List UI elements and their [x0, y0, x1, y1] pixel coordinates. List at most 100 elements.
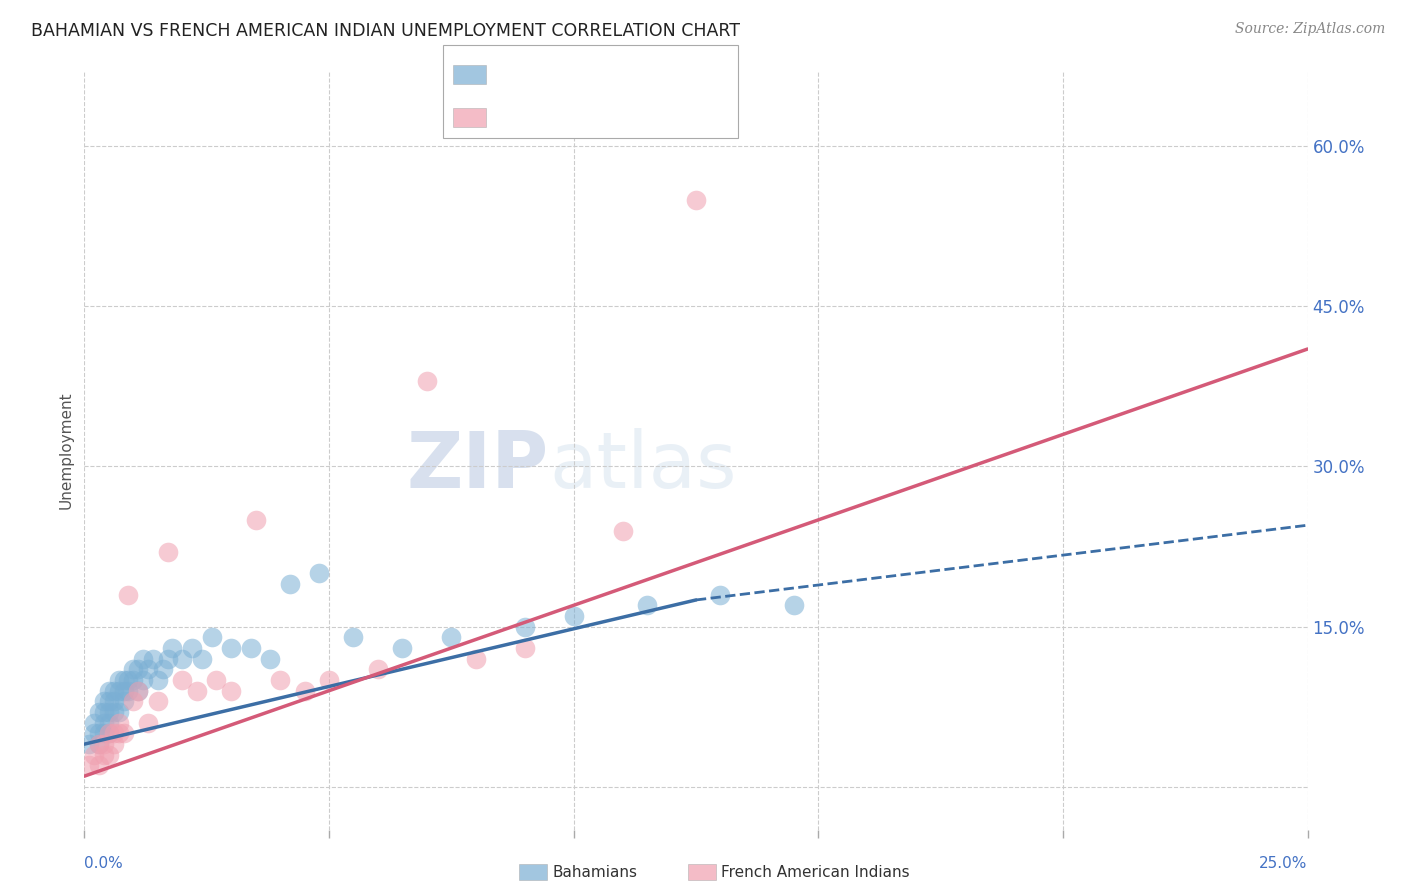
Point: [93, 715, 115, 730]
Point: [112, 694, 135, 708]
Point: [219, 683, 242, 698]
Point: [391, 640, 413, 655]
Point: [93, 737, 115, 751]
Point: [156, 651, 179, 665]
Point: [127, 683, 149, 698]
Text: Source: ZipAtlas.com: Source: ZipAtlas.com: [1234, 22, 1385, 37]
Point: [259, 651, 281, 665]
Point: [156, 545, 179, 559]
Point: [93, 726, 115, 740]
Point: [416, 374, 439, 388]
Text: French American Indians: French American Indians: [721, 865, 910, 880]
Point: [97, 747, 120, 762]
Text: atlas: atlas: [550, 427, 737, 504]
Point: [97, 694, 120, 708]
Point: [685, 193, 707, 207]
Point: [107, 715, 129, 730]
Point: [205, 673, 228, 687]
Point: [83, 747, 105, 762]
Point: [77, 737, 100, 751]
Point: [783, 599, 806, 613]
Point: [97, 683, 120, 698]
Point: [117, 683, 139, 698]
Point: [77, 758, 100, 772]
Point: [93, 705, 115, 719]
Point: [172, 673, 194, 687]
Point: [146, 673, 169, 687]
Point: [103, 683, 125, 698]
Point: [162, 640, 184, 655]
Point: [103, 705, 125, 719]
Point: [103, 726, 125, 740]
Point: [562, 609, 585, 624]
Point: [112, 726, 135, 740]
Point: [117, 673, 139, 687]
Point: [87, 726, 110, 740]
Point: [83, 715, 105, 730]
Text: N = 33: N = 33: [603, 109, 665, 127]
Point: [117, 588, 139, 602]
Point: [127, 683, 149, 698]
Point: [87, 737, 110, 751]
Point: [318, 673, 340, 687]
Text: N = 55: N = 55: [603, 66, 665, 84]
Point: [112, 683, 135, 698]
Point: [122, 694, 145, 708]
Point: [122, 662, 145, 676]
Point: [191, 651, 214, 665]
Text: 25.0%: 25.0%: [1260, 856, 1308, 871]
Text: BAHAMIAN VS FRENCH AMERICAN INDIAN UNEMPLOYMENT CORRELATION CHART: BAHAMIAN VS FRENCH AMERICAN INDIAN UNEMP…: [31, 22, 740, 40]
Point: [87, 758, 110, 772]
Point: [294, 683, 316, 698]
Point: [97, 705, 120, 719]
Point: [146, 694, 169, 708]
Point: [464, 651, 486, 665]
Point: [136, 715, 159, 730]
Point: [342, 631, 364, 645]
Point: [709, 588, 731, 602]
Point: [513, 640, 536, 655]
Point: [367, 662, 389, 676]
Point: [97, 726, 120, 740]
Y-axis label: Unemployment: Unemployment: [58, 392, 73, 509]
Point: [245, 513, 267, 527]
Text: R = 0.756: R = 0.756: [494, 109, 583, 127]
Point: [93, 694, 115, 708]
Point: [308, 566, 330, 581]
Point: [440, 631, 463, 645]
Text: R = 0.474: R = 0.474: [494, 66, 585, 84]
Text: Bahamians: Bahamians: [553, 865, 637, 880]
Point: [269, 673, 291, 687]
Point: [513, 620, 536, 634]
Point: [107, 673, 129, 687]
Point: [239, 640, 262, 655]
Point: [83, 726, 105, 740]
Point: [136, 662, 159, 676]
Point: [132, 673, 155, 687]
Point: [127, 662, 149, 676]
Point: [181, 640, 204, 655]
Point: [132, 651, 155, 665]
Point: [186, 683, 208, 698]
Point: [107, 726, 129, 740]
Point: [152, 662, 174, 676]
Point: [219, 640, 242, 655]
Point: [200, 631, 222, 645]
Point: [636, 599, 658, 613]
Point: [278, 577, 301, 591]
Point: [172, 651, 194, 665]
Point: [97, 726, 120, 740]
Point: [612, 524, 634, 538]
Text: 0.0%: 0.0%: [84, 856, 124, 871]
Point: [87, 737, 110, 751]
Point: [107, 705, 129, 719]
Point: [87, 705, 110, 719]
Point: [93, 747, 115, 762]
Point: [107, 683, 129, 698]
Text: ZIP: ZIP: [406, 427, 550, 504]
Point: [112, 673, 135, 687]
Point: [97, 715, 120, 730]
Point: [103, 694, 125, 708]
Point: [142, 651, 165, 665]
Point: [103, 737, 125, 751]
